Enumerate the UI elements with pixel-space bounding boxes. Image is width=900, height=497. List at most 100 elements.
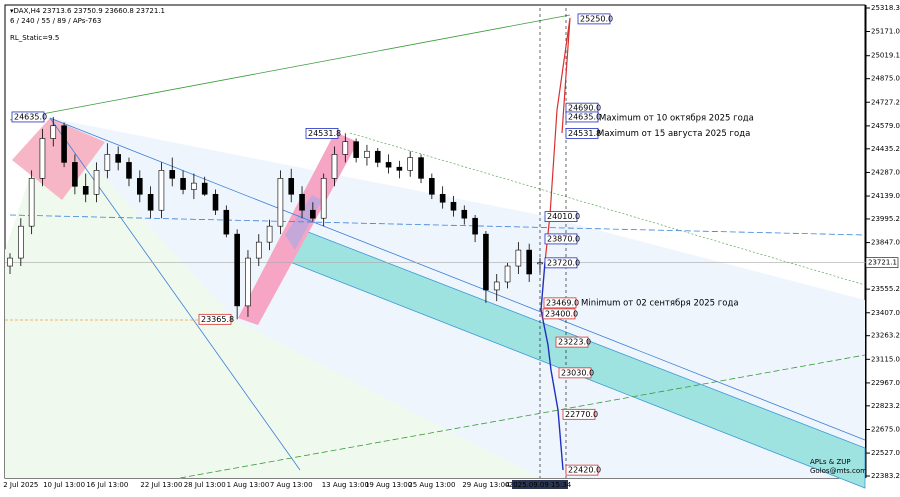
candle-body [526,249,532,275]
level-label: 24531.8 [308,129,341,138]
trend-line [49,117,866,441]
y-tick-label: 23847.0 [871,239,900,247]
candle-body [115,154,121,163]
candle-body [245,257,251,307]
forecast-path [540,261,564,471]
candle-body [136,178,143,195]
candle-body [537,262,543,265]
level-box [565,111,599,123]
candle-body [191,182,197,190]
candle-body [483,233,489,291]
candle-body [212,193,219,211]
candle-body [82,186,89,195]
candle-body [7,257,13,267]
level-label: 23469.0 [546,298,579,307]
y-tick-label: 24287.0 [871,168,900,176]
time-highlight [512,480,568,489]
level-label: 24635.0 [568,112,601,121]
x-tick-label: 25 Aug 13:00 [408,481,455,489]
x-tick-label: 7 Aug 13:00 [270,481,313,489]
trend-line [349,132,866,286]
level-box [542,308,576,320]
candle-body [201,182,208,195]
candle-body [50,125,57,139]
candle-body [353,141,359,158]
x-tick-label: 29 Aug 13:00 [462,481,509,489]
x-tick-label: 19 Aug 13:00 [365,481,412,489]
candle-body [450,201,457,211]
level-label: 24635.0 [14,112,47,121]
level-box [558,367,592,379]
candle-body [93,170,100,195]
y-tick-label: 24139.0 [871,192,900,200]
annotation: Maximum от 15 августа 2025 года [597,129,750,139]
level-box [543,297,577,309]
level-label: 24010.0 [547,212,580,221]
level-box [565,128,599,139]
level-label: 22420.0 [568,466,601,475]
trend-line [9,214,866,236]
y-tick-label: 22675.0 [871,425,900,433]
y-tick-label: 23263.2 [871,332,900,340]
x-tick-label: 22 Jul 13:00 [140,481,182,489]
candle-body [310,209,316,219]
y-tick-label: 22823.2 [871,402,900,410]
trend-line [49,117,301,471]
header-params: 6 / 240 / 55 / 89 / APs-763 [10,17,101,25]
current-price-label: 23721.1 [868,259,897,267]
candle-body [277,178,284,227]
x-tick-label: 1 Aug 13:00 [227,481,270,489]
candle-body [234,233,240,307]
candle-body [418,157,424,179]
level-box [11,111,45,123]
header-symbol: ▾DAX,H4 23713.6 23750.9 23660.8 23721.1 [10,7,165,15]
x-tick-label: 2025.09.09 15:34 [509,481,572,489]
candle-body [472,217,478,235]
candle-body [72,162,78,187]
candle-body [266,225,273,243]
candle-body [158,170,165,211]
level-box [305,128,339,139]
level-box [544,233,578,245]
level-label: 23365.8 [201,315,234,324]
candle-body [255,241,262,259]
level-box [577,13,611,25]
level-box [544,211,578,223]
indicator-label: RL_Static=9.5 [10,34,59,42]
y-tick-label: 23115.0 [871,355,900,363]
y-tick-label: 24435.2 [871,145,900,153]
y-tick-label: 22967.0 [871,379,900,387]
level-label: 23870.0 [547,234,580,243]
y-tick-label: 22527.0 [871,449,900,457]
candle-body [461,209,468,219]
level-label: 23030.0 [561,368,594,377]
candle-body [223,209,230,235]
level-label: 25250.0 [580,14,613,23]
level-box [555,336,589,348]
candle-body [180,178,186,190]
y-tick-label: 23995.2 [871,215,900,223]
pink-zone [12,118,105,200]
watermark: Golos@mts.com [810,467,867,475]
trend-line [9,14,571,121]
level-label: 23720.0 [547,258,580,267]
level-label: 24531.8 [568,129,601,138]
annotation: Maximum от 10 октября 2025 года [599,114,754,124]
candle-body [493,281,500,291]
candle-body [61,125,67,163]
forecast-path [544,17,571,263]
candle-body [515,249,522,267]
level-label: 23223.0 [558,338,591,347]
candle-body [147,193,154,211]
candle-body [342,141,349,155]
candle-body [299,193,305,211]
level-label: 23400.0 [545,309,578,318]
candle-body [28,178,35,227]
candle-body [385,162,392,168]
candle-body [169,170,176,179]
candle-body [331,154,338,179]
level-label: 22770.0 [565,410,598,419]
candle-body [364,150,370,158]
watermark: APLs & ZUP [810,458,851,466]
